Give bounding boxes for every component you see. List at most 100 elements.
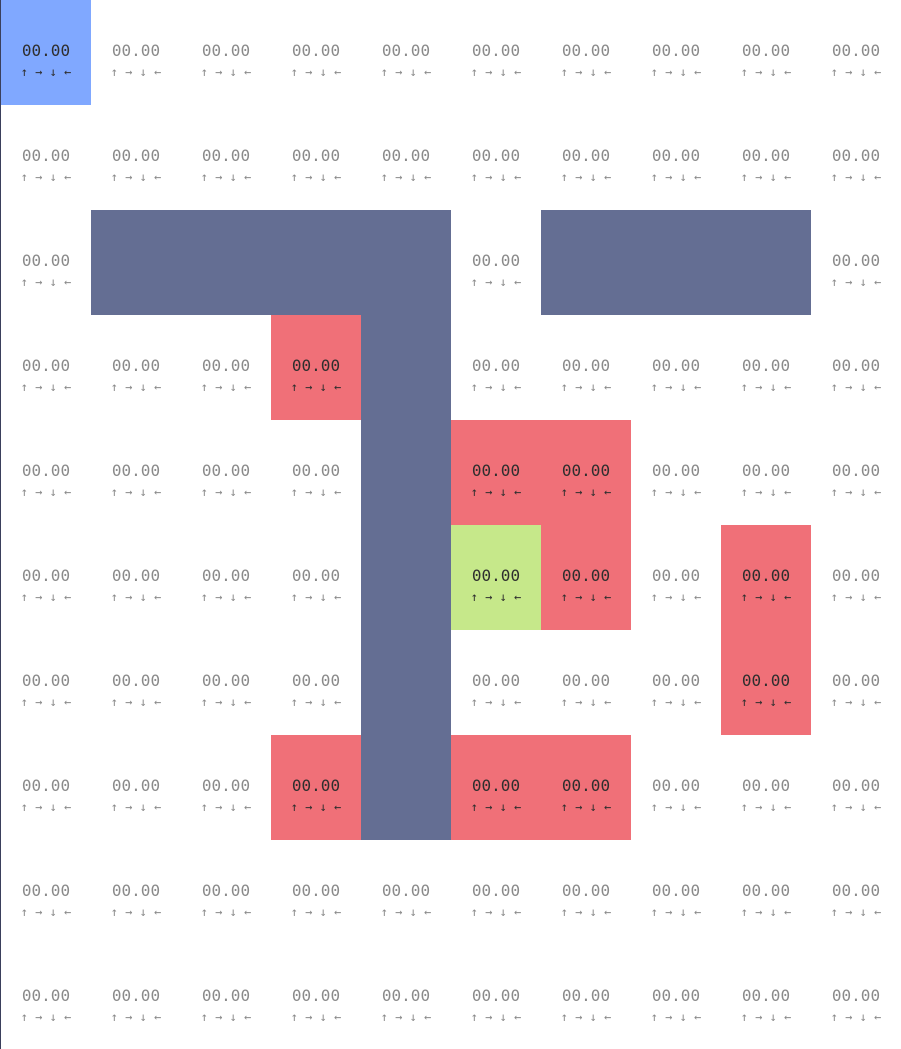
state-value: 00.00 — [471, 881, 521, 900]
empty-cell: 00.00 ↑ → ↓ ← — [181, 945, 271, 1049]
empty-cell: 00.00 ↑ → ↓ ← — [451, 945, 541, 1049]
state-value: 00.00 — [561, 356, 611, 375]
state-value: 00.00 — [201, 881, 251, 900]
empty-cell: 00.00 ↑ → ↓ ← — [631, 315, 721, 420]
state-value: 00.00 — [111, 671, 161, 690]
action-arrows: ↑ → ↓ ← — [290, 905, 342, 919]
action-arrows: ↑ → ↓ ← — [830, 170, 882, 184]
state-value: 00.00 — [291, 986, 341, 1005]
empty-cell: 00.00 ↑ → ↓ ← — [181, 630, 271, 735]
action-arrows: ↑ → ↓ ← — [830, 275, 882, 289]
state-value: 00.00 — [291, 776, 341, 795]
action-arrows: ↑ → ↓ ← — [470, 170, 522, 184]
state-value: 00.00 — [381, 41, 431, 60]
empty-cell: 00.00 ↑ → ↓ ← — [811, 0, 901, 105]
action-arrows: ↑ → ↓ ← — [110, 65, 162, 79]
action-arrows: ↑ → ↓ ← — [650, 590, 702, 604]
trap-cell: 00.00 ↑ → ↓ ← — [541, 420, 631, 525]
action-arrows: ↑ → ↓ ← — [200, 65, 252, 79]
action-arrows: ↑ → ↓ ← — [380, 1010, 432, 1024]
state-value: 00.00 — [201, 986, 251, 1005]
action-arrows: ↑ → ↓ ← — [290, 170, 342, 184]
action-arrows: ↑ → ↓ ← — [560, 485, 612, 499]
state-value: 00.00 — [831, 566, 881, 585]
wall-cell — [361, 525, 451, 630]
action-arrows: ↑ → ↓ ← — [200, 380, 252, 394]
action-arrows: ↑ → ↓ ← — [20, 905, 72, 919]
empty-cell: 00.00 ↑ → ↓ ← — [811, 420, 901, 525]
state-value: 00.00 — [741, 881, 791, 900]
empty-cell: 00.00 ↑ → ↓ ← — [91, 525, 181, 630]
action-arrows: ↑ → ↓ ← — [290, 590, 342, 604]
empty-cell: 00.00 ↑ → ↓ ← — [721, 0, 811, 105]
action-arrows: ↑ → ↓ ← — [110, 905, 162, 919]
state-value: 00.00 — [21, 776, 71, 795]
wall-cell — [361, 210, 451, 315]
state-value: 00.00 — [741, 356, 791, 375]
empty-cell: 00.00 ↑ → ↓ ← — [91, 945, 181, 1049]
empty-cell: 00.00 ↑ → ↓ ← — [631, 945, 721, 1049]
empty-cell: 00.00 ↑ → ↓ ← — [811, 630, 901, 735]
wall-cell — [361, 420, 451, 525]
state-value: 00.00 — [651, 146, 701, 165]
empty-cell: 00.00 ↑ → ↓ ← — [361, 105, 451, 210]
empty-cell: 00.00 ↑ → ↓ ← — [1, 630, 91, 735]
action-arrows: ↑ → ↓ ← — [380, 65, 432, 79]
state-value: 00.00 — [381, 146, 431, 165]
empty-cell: 00.00 ↑ → ↓ ← — [451, 210, 541, 315]
action-arrows: ↑ → ↓ ← — [740, 65, 792, 79]
action-arrows: ↑ → ↓ ← — [380, 170, 432, 184]
state-value: 00.00 — [741, 461, 791, 480]
state-value: 00.00 — [831, 251, 881, 270]
action-arrows: ↑ → ↓ ← — [470, 590, 522, 604]
empty-cell: 00.00 ↑ → ↓ ← — [721, 315, 811, 420]
empty-cell: 00.00 ↑ → ↓ ← — [451, 315, 541, 420]
action-arrows: ↑ → ↓ ← — [110, 590, 162, 604]
state-value: 00.00 — [651, 776, 701, 795]
action-arrows: ↑ → ↓ ← — [740, 380, 792, 394]
action-arrows: ↑ → ↓ ← — [110, 380, 162, 394]
action-arrows: ↑ → ↓ ← — [560, 800, 612, 814]
empty-cell: 00.00 ↑ → ↓ ← — [811, 840, 901, 945]
action-arrows: ↑ → ↓ ← — [200, 170, 252, 184]
state-value: 00.00 — [291, 881, 341, 900]
action-arrows: ↑ → ↓ ← — [470, 905, 522, 919]
state-value: 00.00 — [21, 251, 71, 270]
state-value: 00.00 — [651, 986, 701, 1005]
empty-cell: 00.00 ↑ → ↓ ← — [631, 420, 721, 525]
state-value: 00.00 — [561, 461, 611, 480]
state-value: 00.00 — [111, 881, 161, 900]
state-value: 00.00 — [831, 146, 881, 165]
empty-cell: 00.00 ↑ → ↓ ← — [1, 105, 91, 210]
action-arrows: ↑ → ↓ ← — [290, 800, 342, 814]
action-arrows: ↑ → ↓ ← — [740, 905, 792, 919]
state-value: 00.00 — [291, 41, 341, 60]
goal-cell: 00.00 ↑ → ↓ ← — [451, 525, 541, 630]
trap-cell: 00.00 ↑ → ↓ ← — [451, 420, 541, 525]
state-value: 00.00 — [471, 986, 521, 1005]
wall-cell — [91, 210, 181, 315]
state-value: 00.00 — [21, 881, 71, 900]
trap-cell: 00.00 ↑ → ↓ ← — [271, 735, 361, 840]
state-value: 00.00 — [831, 671, 881, 690]
state-value: 00.00 — [201, 146, 251, 165]
empty-cell: 00.00 ↑ → ↓ ← — [631, 525, 721, 630]
agent-cell: 00.00 ↑ → ↓ ← — [1, 0, 91, 105]
state-value: 00.00 — [561, 41, 611, 60]
empty-cell: 00.00 ↑ → ↓ ← — [271, 105, 361, 210]
empty-cell: 00.00 ↑ → ↓ ← — [631, 105, 721, 210]
action-arrows: ↑ → ↓ ← — [20, 800, 72, 814]
action-arrows: ↑ → ↓ ← — [20, 695, 72, 709]
empty-cell: 00.00 ↑ → ↓ ← — [721, 735, 811, 840]
state-value: 00.00 — [111, 776, 161, 795]
action-arrows: ↑ → ↓ ← — [830, 905, 882, 919]
empty-cell: 00.00 ↑ → ↓ ← — [271, 420, 361, 525]
action-arrows: ↑ → ↓ ← — [740, 800, 792, 814]
action-arrows: ↑ → ↓ ← — [290, 1010, 342, 1024]
action-arrows: ↑ → ↓ ← — [200, 1010, 252, 1024]
state-value: 00.00 — [471, 356, 521, 375]
empty-cell: 00.00 ↑ → ↓ ← — [181, 525, 271, 630]
state-value: 00.00 — [471, 461, 521, 480]
action-arrows: ↑ → ↓ ← — [650, 485, 702, 499]
